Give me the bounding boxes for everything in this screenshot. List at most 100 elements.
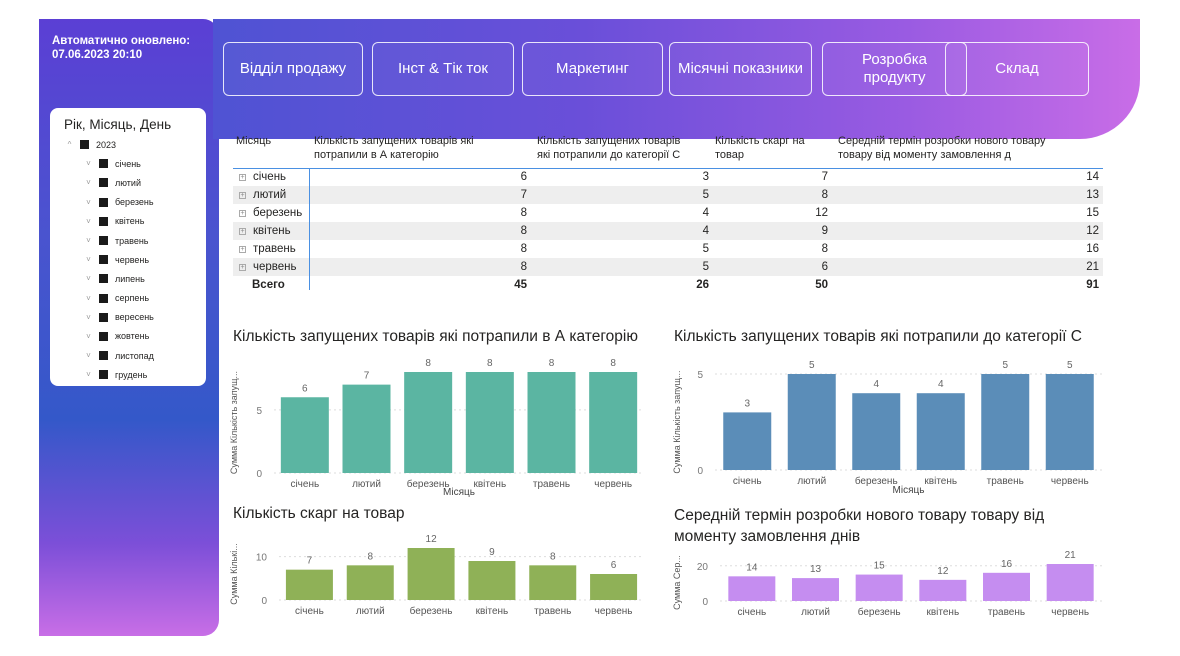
checkbox[interactable] <box>80 140 89 150</box>
data-label: 8 <box>487 358 493 369</box>
slicer-month-item[interactable]: ˅ лютий <box>64 173 206 192</box>
chevron-down-icon[interactable]: ˅ <box>86 312 91 322</box>
slicer-month-item[interactable]: ˅ квітень <box>64 212 206 231</box>
bar <box>787 374 836 470</box>
checkbox[interactable] <box>99 236 108 246</box>
data-label: 9 <box>489 547 495 558</box>
cell-complaints: 8 <box>821 243 828 255</box>
slicer-month-label: листопад <box>115 350 154 361</box>
chevron-up-icon[interactable]: ^ <box>67 140 72 150</box>
slicer-month-item[interactable]: ˅ травень <box>64 231 206 250</box>
checkbox[interactable] <box>99 178 108 188</box>
row-month[interactable]: + травень <box>239 243 296 255</box>
cell-dev: 12 <box>1086 225 1099 237</box>
row-month[interactable]: + квітень <box>239 225 291 237</box>
data-label: 4 <box>873 379 879 390</box>
col-header-dev-time[interactable]: Середній термін розробки нового товару то… <box>838 135 1046 161</box>
bar <box>346 565 394 600</box>
checkbox[interactable] <box>99 312 108 322</box>
y-tick-label: 20 <box>697 562 709 573</box>
data-label: 6 <box>302 383 308 394</box>
row-month[interactable]: + червень <box>239 261 297 273</box>
y-tick-label: 10 <box>256 553 268 564</box>
chevron-down-icon[interactable]: ˅ <box>86 293 91 303</box>
slicer-month-item[interactable]: ˅ серпень <box>64 289 206 308</box>
chevron-down-icon[interactable]: ˅ <box>86 351 91 361</box>
x-tick-label: червень <box>595 606 633 617</box>
bar <box>468 561 516 600</box>
slicer-month-item[interactable]: ˅ вересень <box>64 308 206 327</box>
checkbox[interactable] <box>99 370 108 380</box>
cell-c: 5 <box>702 243 709 255</box>
x-tick-label: квітень <box>473 479 506 490</box>
checkbox[interactable] <box>99 351 108 361</box>
bar <box>285 569 333 600</box>
checkbox[interactable] <box>99 216 108 226</box>
slicer-month-item[interactable]: ˅ грудень <box>64 365 206 384</box>
chevron-down-icon[interactable]: ˅ <box>86 159 91 169</box>
bar <box>981 374 1030 470</box>
chevron-down-icon[interactable]: ˅ <box>86 197 91 207</box>
col-header-complaints[interactable]: Кількість скарг на товар <box>715 135 805 161</box>
table-row: + лютий 7 5 8 13 <box>233 186 1103 204</box>
date-slicer: Рік, Місяць, День ^ 2023 ˅ січень ˅ лютий ˅ б… <box>50 108 206 386</box>
cell-c: 5 <box>702 189 709 201</box>
cell-dev: 16 <box>1086 243 1099 255</box>
slicer-month-item[interactable]: ˅ жовтень <box>64 327 206 346</box>
chevron-down-icon[interactable]: ˅ <box>86 178 91 188</box>
slicer-year-2023[interactable]: ^ 2023 <box>64 135 206 154</box>
nav-warehouse-button[interactable]: Склад <box>945 42 1089 96</box>
bar <box>1046 564 1094 601</box>
y-tick-label: 0 <box>702 597 708 608</box>
x-tick-label: травень <box>987 476 1024 487</box>
chevron-down-icon[interactable]: ˅ <box>86 216 91 226</box>
chevron-down-icon[interactable]: ˅ <box>86 274 91 284</box>
x-tick-label: лютий <box>801 607 830 618</box>
expand-icon[interactable]: + <box>239 210 246 217</box>
col-header-cat-c[interactable]: Кількість запущених товарів які потрапили… <box>537 135 681 161</box>
slicer-month-item[interactable]: ˅ березень <box>64 193 206 212</box>
y-axis-label: Сумма Кількі... <box>229 543 239 604</box>
checkbox[interactable] <box>99 331 108 341</box>
expand-icon[interactable]: + <box>239 264 246 271</box>
slicer-month-item[interactable]: ˅ листопад <box>64 346 206 365</box>
checkbox[interactable] <box>99 197 108 207</box>
slicer-month-item[interactable]: ˅ червень <box>64 250 206 269</box>
expand-icon[interactable]: + <box>239 246 246 253</box>
bar <box>342 384 391 473</box>
checkbox[interactable] <box>99 274 108 284</box>
slicer-month-item[interactable]: ˅ січень <box>64 154 206 173</box>
col-header-month[interactable]: Місяць <box>236 135 272 147</box>
expand-icon[interactable]: + <box>239 228 246 235</box>
checkbox[interactable] <box>99 293 108 303</box>
nav-insta-tiktok-button[interactable]: Інст & Тік ток <box>372 42 514 96</box>
nav-monthly-button[interactable]: Місячні показники <box>669 42 812 96</box>
cell-dev: 14 <box>1086 171 1099 183</box>
row-month[interactable]: + березень <box>239 207 303 219</box>
checkbox[interactable] <box>99 159 108 169</box>
row-month[interactable]: + січень <box>239 171 287 183</box>
nav-sales-button[interactable]: Відділ продажу <box>223 42 363 96</box>
nav-marketing-button[interactable]: Маркетинг <box>522 42 663 96</box>
table-row: + травень 8 5 8 16 <box>233 240 1103 258</box>
expand-icon[interactable]: + <box>239 192 246 199</box>
y-axis-label: Сумма Сер... <box>672 555 682 610</box>
data-label: 3 <box>744 398 750 409</box>
data-label: 14 <box>746 562 758 573</box>
cell-complaints: 8 <box>821 189 828 201</box>
bar <box>728 576 776 601</box>
chevron-down-icon[interactable]: ˅ <box>86 255 91 265</box>
x-tick-label: березень <box>858 606 901 618</box>
expand-icon[interactable]: + <box>239 174 246 181</box>
nav-product-dev-button[interactable]: Розробка продукту <box>822 42 967 96</box>
col-header-cat-a[interactable]: Кількість запущених товарів які потрапили… <box>314 135 474 161</box>
checkbox[interactable] <box>99 255 108 265</box>
chevron-down-icon[interactable]: ˅ <box>86 236 91 246</box>
x-tick-label: березень <box>407 478 450 490</box>
chevron-down-icon[interactable]: ˅ <box>86 370 91 380</box>
chevron-down-icon[interactable]: ˅ <box>86 331 91 341</box>
slicer-month-item[interactable]: ˅ липень <box>64 269 206 288</box>
row-month[interactable]: + лютий <box>239 189 287 201</box>
header-nav: Відділ продажу Інст & Тік ток Маркетинг … <box>213 19 1140 139</box>
x-tick-label: квітень <box>476 606 509 617</box>
